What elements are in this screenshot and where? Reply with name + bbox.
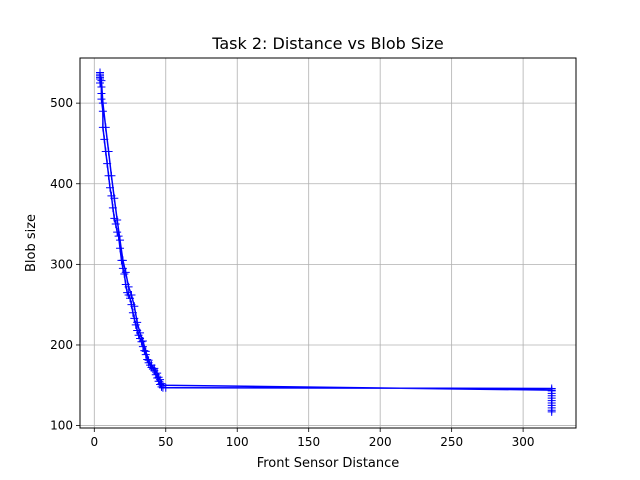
data-point-marker xyxy=(101,123,110,132)
data-point-marker xyxy=(128,308,137,317)
data-point-marker xyxy=(147,361,156,370)
series-layer xyxy=(96,68,556,416)
y-tick-label: 100 xyxy=(50,419,73,433)
data-point-marker xyxy=(547,386,556,395)
data-point-marker xyxy=(110,194,119,203)
data-point-marker xyxy=(120,270,129,279)
data-point-marker xyxy=(141,347,150,356)
data-point-marker xyxy=(116,236,125,245)
x-tick-label: 250 xyxy=(440,435,463,449)
x-tick-label: 50 xyxy=(158,435,173,449)
plot-frame xyxy=(79,57,577,429)
data-point-marker xyxy=(140,346,149,355)
chart-title: Task 2: Distance vs Blob Size xyxy=(211,34,444,53)
x-tick-label: 0 xyxy=(90,435,98,449)
data-point-marker xyxy=(138,336,147,345)
grid xyxy=(80,58,576,428)
data-point-marker xyxy=(98,107,107,116)
data-point-marker xyxy=(144,356,153,365)
data-point-marker xyxy=(111,220,120,229)
data-point-marker xyxy=(107,171,116,180)
data-point-marker xyxy=(153,369,162,378)
x-tick-label: 150 xyxy=(297,435,320,449)
data-point-marker xyxy=(547,407,556,416)
data-point-marker xyxy=(118,264,127,273)
data-point-marker xyxy=(106,183,115,192)
data-point-marker xyxy=(97,95,106,104)
data-point-marker xyxy=(121,268,130,277)
y-tick-label: 300 xyxy=(50,257,73,271)
data-point-marker xyxy=(143,355,152,364)
y-axis: 100 200 300 400 500 xyxy=(50,96,80,433)
x-axis: 0 50 100 150 200 250 300 xyxy=(90,428,535,449)
data-point-marker xyxy=(113,228,122,237)
data-point-marker xyxy=(158,381,167,390)
data-point-marker xyxy=(104,147,113,156)
data-point-marker xyxy=(124,282,133,291)
data-point-marker xyxy=(114,232,123,241)
data-point-marker xyxy=(100,135,109,144)
x-tick-label: 100 xyxy=(226,435,249,449)
data-point-marker xyxy=(157,379,166,388)
data-point-marker xyxy=(97,76,106,85)
data-point-marker xyxy=(98,99,107,108)
data-point-marker xyxy=(133,318,142,327)
data-point-marker xyxy=(136,328,145,337)
y-tick-label: 500 xyxy=(50,96,73,110)
data-point-marker xyxy=(118,256,127,265)
x-axis-label: Front Sensor Distance xyxy=(257,456,400,471)
y-tick-label: 200 xyxy=(50,338,73,352)
x-tick-label: 200 xyxy=(369,435,392,449)
data-point-marker xyxy=(137,337,146,346)
data-point-marker xyxy=(130,302,139,311)
data-point-marker xyxy=(113,216,122,225)
data-point-marker xyxy=(127,290,136,299)
data-point-marker xyxy=(126,294,135,303)
data-point-marker xyxy=(130,314,139,323)
data-point-marker xyxy=(108,203,117,212)
data-point-marker xyxy=(116,244,125,253)
y-axis-label: Blob size xyxy=(24,214,39,272)
data-point-marker xyxy=(148,365,157,374)
y-tick-label: 400 xyxy=(50,177,73,191)
data-point-marker xyxy=(154,373,163,382)
x-tick-label: 300 xyxy=(512,435,535,449)
data-point-marker xyxy=(96,70,105,79)
data-point-marker xyxy=(103,159,112,168)
